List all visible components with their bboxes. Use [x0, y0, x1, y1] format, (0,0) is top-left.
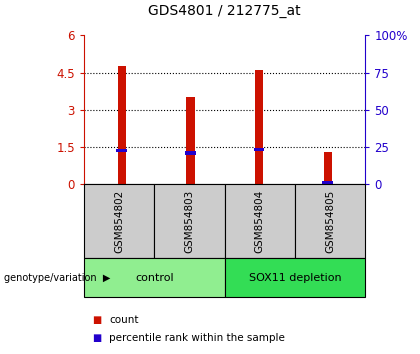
Text: GDS4801 / 212775_at: GDS4801 / 212775_at	[148, 4, 301, 18]
Bar	[255, 70, 263, 184]
Text: SOX11 depletion: SOX11 depletion	[249, 273, 341, 283]
Text: genotype/variation  ▶: genotype/variation ▶	[4, 273, 110, 283]
Bar	[118, 67, 126, 184]
Bar	[322, 181, 333, 184]
Bar	[116, 149, 127, 152]
Text: control: control	[135, 273, 173, 283]
Text: ■: ■	[92, 315, 102, 325]
Bar	[185, 152, 196, 155]
Text: GSM854805: GSM854805	[325, 190, 335, 253]
Text: count: count	[109, 315, 139, 325]
Text: GSM854804: GSM854804	[255, 190, 265, 253]
Bar	[186, 97, 194, 184]
Bar	[254, 148, 264, 152]
Text: GSM854802: GSM854802	[114, 190, 124, 253]
Text: percentile rank within the sample: percentile rank within the sample	[109, 333, 285, 343]
Text: ■: ■	[92, 333, 102, 343]
Bar	[323, 152, 332, 184]
Text: GSM854803: GSM854803	[184, 190, 194, 253]
